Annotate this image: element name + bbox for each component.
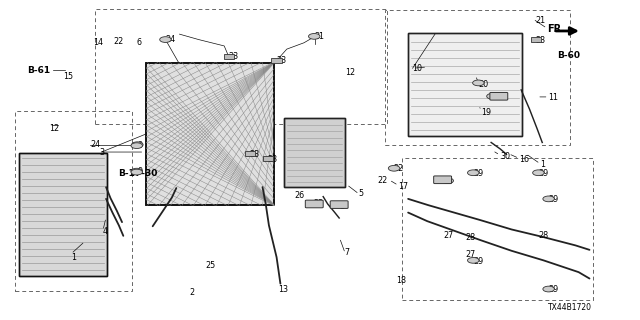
Bar — [19, 153, 107, 276]
Text: 12: 12 — [49, 124, 60, 133]
Text: 22: 22 — [394, 164, 404, 173]
Bar — [284, 118, 345, 187]
Text: 22: 22 — [314, 199, 324, 208]
Text: 24: 24 — [90, 140, 100, 149]
Text: 22: 22 — [378, 176, 388, 185]
Bar — [402, 158, 593, 300]
Bar — [147, 62, 274, 205]
Bar — [95, 9, 387, 124]
Circle shape — [442, 178, 454, 184]
Bar — [385, 10, 570, 145]
Text: 22: 22 — [114, 37, 124, 46]
Text: 19: 19 — [481, 108, 492, 117]
Bar — [271, 58, 282, 63]
FancyBboxPatch shape — [434, 176, 452, 184]
Text: 12: 12 — [346, 68, 356, 77]
Text: 24: 24 — [166, 35, 175, 44]
Text: 23: 23 — [276, 56, 287, 65]
Bar — [244, 151, 255, 156]
Text: 6: 6 — [136, 38, 141, 47]
Text: 25: 25 — [205, 261, 215, 270]
Circle shape — [132, 142, 143, 148]
Circle shape — [131, 143, 143, 148]
Text: 4: 4 — [103, 227, 108, 236]
Text: 30: 30 — [500, 152, 510, 161]
Circle shape — [467, 170, 479, 176]
Text: B-60: B-60 — [557, 51, 580, 60]
Text: 20: 20 — [478, 80, 488, 89]
Text: 2: 2 — [189, 288, 194, 297]
Text: 8: 8 — [339, 202, 344, 211]
Bar — [19, 153, 107, 276]
Text: 23: 23 — [228, 52, 239, 61]
Text: 16: 16 — [519, 155, 529, 164]
Circle shape — [131, 169, 143, 175]
Circle shape — [486, 93, 498, 99]
Circle shape — [308, 34, 320, 39]
Circle shape — [467, 258, 479, 263]
Text: FR.: FR. — [547, 24, 565, 34]
Circle shape — [532, 170, 544, 176]
Text: 13: 13 — [278, 284, 289, 293]
Bar — [531, 37, 541, 42]
Text: 27: 27 — [444, 231, 454, 240]
Circle shape — [160, 37, 172, 43]
Text: 23: 23 — [536, 36, 546, 45]
Text: 15: 15 — [63, 72, 74, 81]
FancyBboxPatch shape — [490, 92, 508, 100]
Text: 29: 29 — [538, 169, 548, 178]
Text: 14: 14 — [93, 38, 103, 47]
Bar — [284, 118, 345, 187]
Bar — [15, 111, 132, 291]
Bar — [408, 33, 522, 136]
Text: 1: 1 — [540, 160, 545, 169]
Text: 29: 29 — [473, 169, 483, 178]
Circle shape — [543, 196, 554, 202]
Text: 28: 28 — [538, 231, 548, 240]
Text: 29: 29 — [548, 195, 559, 204]
Bar — [408, 33, 522, 136]
Circle shape — [131, 168, 143, 174]
Text: 9: 9 — [138, 167, 143, 176]
Text: 21: 21 — [535, 16, 545, 25]
Bar — [262, 156, 273, 161]
Text: 1: 1 — [71, 253, 76, 262]
Text: 17: 17 — [399, 182, 409, 191]
Text: 11: 11 — [548, 93, 559, 102]
FancyBboxPatch shape — [305, 200, 323, 208]
Text: 26: 26 — [294, 191, 305, 200]
Text: 5: 5 — [358, 189, 364, 198]
Text: 12: 12 — [494, 93, 504, 102]
Text: 29: 29 — [473, 257, 483, 266]
Text: 10: 10 — [413, 64, 422, 73]
Text: 23: 23 — [268, 155, 278, 164]
Text: 27: 27 — [465, 251, 476, 260]
Bar — [147, 62, 274, 205]
Text: B-17-30: B-17-30 — [118, 169, 157, 178]
Bar — [223, 54, 234, 59]
Circle shape — [388, 165, 400, 171]
FancyBboxPatch shape — [330, 201, 348, 208]
Text: TX44B1720: TX44B1720 — [548, 303, 593, 312]
Text: 9: 9 — [138, 141, 143, 150]
Circle shape — [543, 286, 554, 292]
Text: 29: 29 — [548, 285, 559, 294]
Text: 7: 7 — [344, 248, 349, 257]
Text: 31: 31 — [315, 32, 325, 41]
Text: 3: 3 — [100, 148, 105, 156]
Text: 28: 28 — [465, 233, 475, 242]
Text: 18: 18 — [397, 276, 406, 285]
Text: B-61: B-61 — [28, 66, 51, 75]
Text: 23: 23 — [250, 150, 260, 159]
Circle shape — [472, 80, 484, 86]
